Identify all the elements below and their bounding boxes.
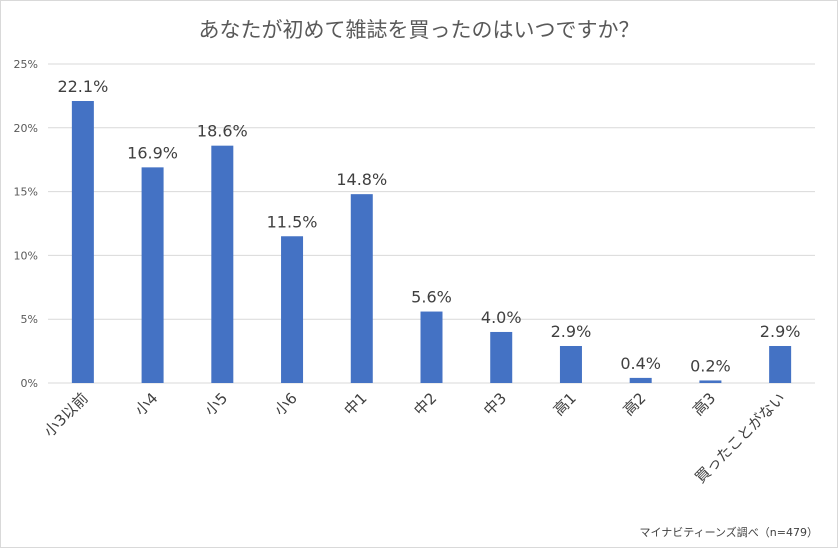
data-label: 11.5% [267,212,318,231]
bar [769,345,792,383]
x-tick-label: 小3以前 [40,389,91,440]
y-tick-label: 15% [14,186,38,199]
data-label: 0.4% [620,354,661,373]
data-label: 2.9% [551,322,592,341]
data-label: 22.1% [57,77,108,96]
bar [629,377,652,383]
x-tick-label: 高2 [619,389,649,419]
y-tick-label: 20% [14,122,38,135]
data-label: 0.2% [690,356,731,375]
bar [490,331,513,383]
bar [350,194,373,383]
x-tick-label: 高3 [689,389,719,419]
bar [211,145,234,383]
chart-title: あなたが初めて雑誌を買ったのはいつですか？ [198,18,640,42]
y-tick-label: 0% [21,377,38,390]
bar [559,345,582,383]
y-tick-label: 5% [21,313,38,326]
y-tick-label: 10% [14,249,38,262]
bar [699,380,722,383]
data-label: 5.6% [411,288,452,307]
bar [281,236,304,383]
x-tick-label: 中2 [410,389,440,419]
y-axis: 0% 5% 10% 15% 20% 25% [14,58,38,390]
y-tick-label: 25% [14,58,38,71]
bars [71,101,792,383]
data-label: 4.0% [481,308,522,327]
data-labels: 22.1% 16.9% 18.6% 11.5% 14.8% 5.6% 4.0% 2.9% 0.4… [57,77,800,375]
bar [420,311,443,383]
bar [71,101,94,383]
source-note: マイナビティーンズ調べ（n=479） [639,526,818,539]
data-label: 16.9% [127,143,178,162]
bar [141,167,164,383]
data-label: 14.8% [336,170,387,189]
x-tick-label: 小5 [201,389,231,419]
x-tick-label: 小6 [271,389,301,419]
x-tick-label: 中1 [341,389,371,419]
x-tick-label: 小4 [131,389,161,419]
data-label: 2.9% [760,322,801,341]
data-label: 18.6% [197,122,248,141]
x-tick-label: 中3 [480,389,510,419]
x-tick-label: 高1 [550,389,580,419]
